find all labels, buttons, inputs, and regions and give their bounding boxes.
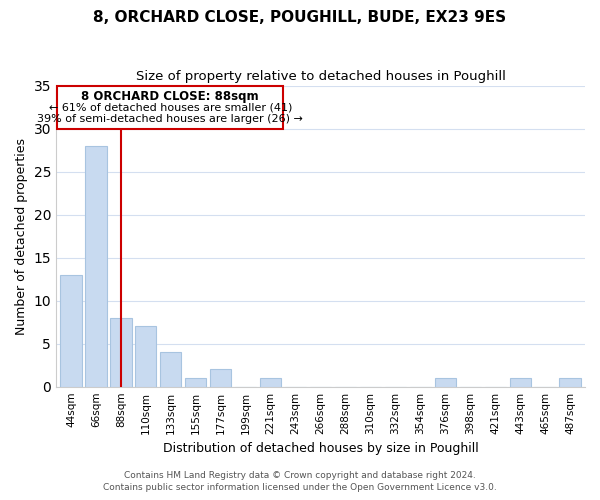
Bar xyxy=(559,378,581,386)
Text: 39% of semi-detached houses are larger (26) →: 39% of semi-detached houses are larger (… xyxy=(37,114,303,124)
Bar xyxy=(110,318,131,386)
FancyBboxPatch shape xyxy=(57,86,283,128)
Text: Contains HM Land Registry data © Crown copyright and database right 2024.
Contai: Contains HM Land Registry data © Crown c… xyxy=(103,471,497,492)
Bar xyxy=(509,378,531,386)
Bar xyxy=(185,378,206,386)
Title: Size of property relative to detached houses in Poughill: Size of property relative to detached ho… xyxy=(136,70,505,83)
Text: 8, ORCHARD CLOSE, POUGHILL, BUDE, EX23 9ES: 8, ORCHARD CLOSE, POUGHILL, BUDE, EX23 9… xyxy=(94,10,506,25)
Bar xyxy=(135,326,157,386)
Bar xyxy=(210,370,232,386)
Bar xyxy=(434,378,456,386)
Bar xyxy=(85,146,107,386)
Text: ← 61% of detached houses are smaller (41): ← 61% of detached houses are smaller (41… xyxy=(49,102,292,112)
Bar xyxy=(260,378,281,386)
Y-axis label: Number of detached properties: Number of detached properties xyxy=(15,138,28,334)
Text: 8 ORCHARD CLOSE: 88sqm: 8 ORCHARD CLOSE: 88sqm xyxy=(82,90,259,103)
X-axis label: Distribution of detached houses by size in Poughill: Distribution of detached houses by size … xyxy=(163,442,478,455)
Bar xyxy=(160,352,181,386)
Bar xyxy=(61,275,82,386)
